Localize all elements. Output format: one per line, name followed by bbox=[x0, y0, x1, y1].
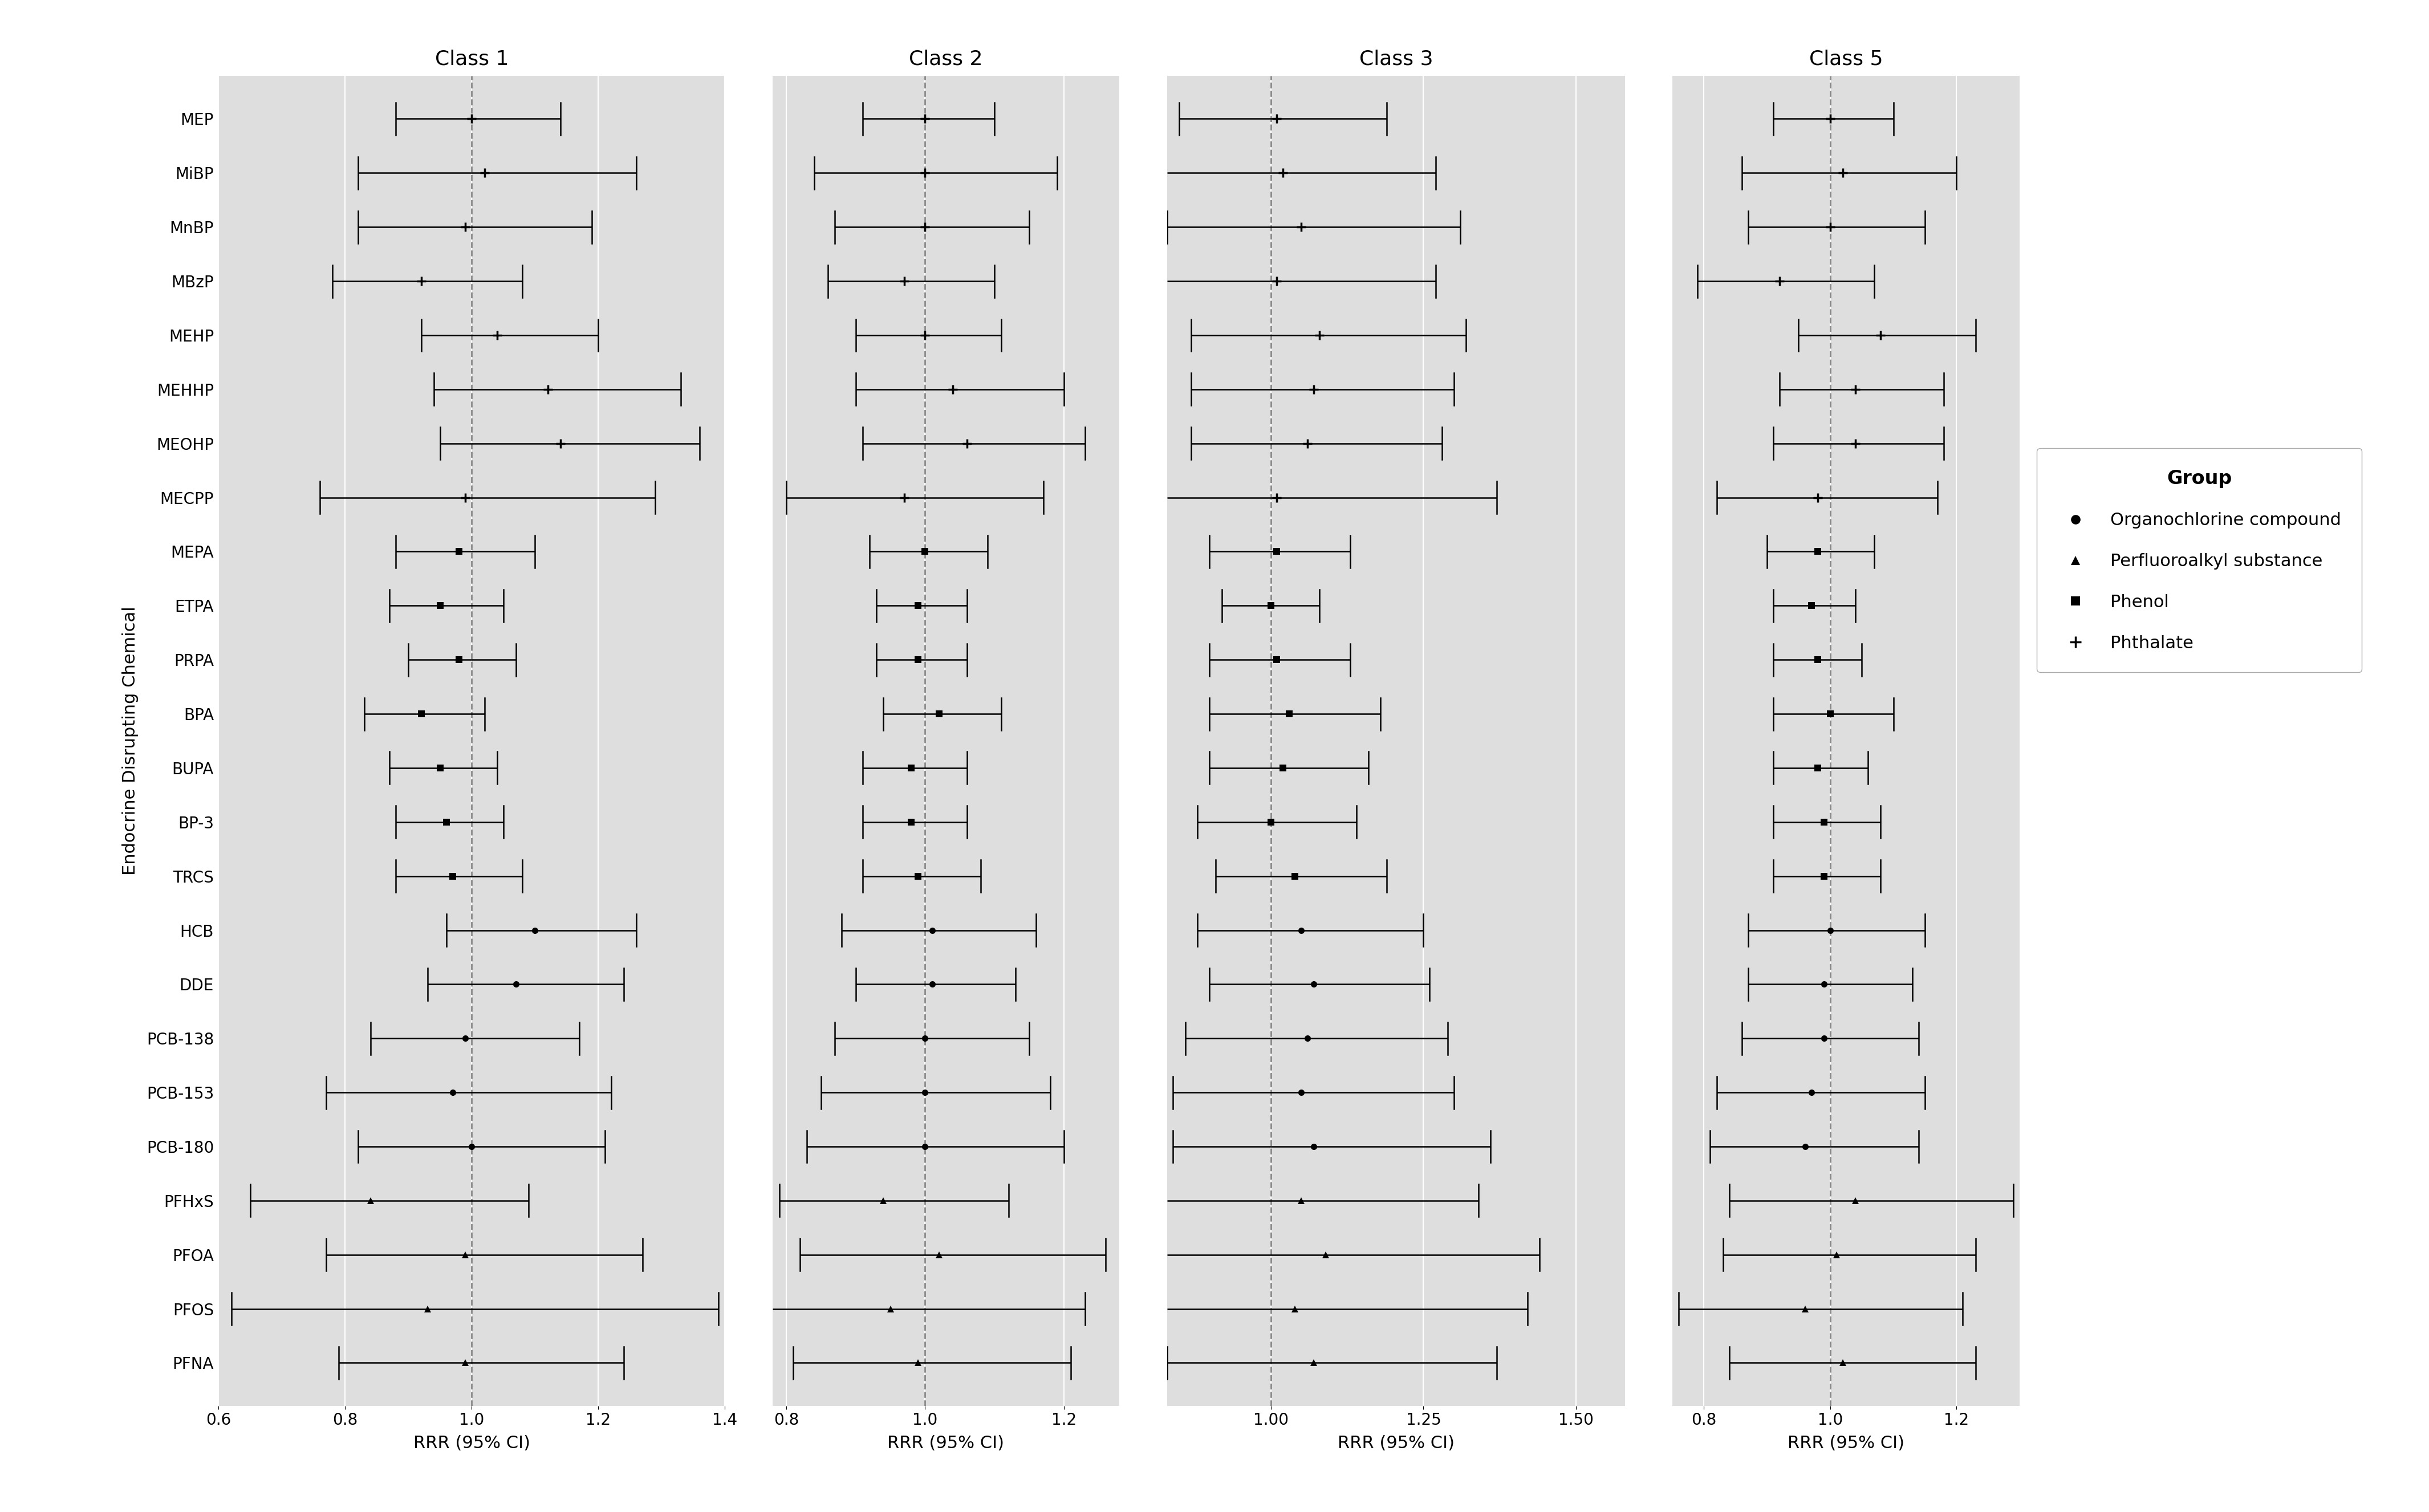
Title: Class 2: Class 2 bbox=[908, 48, 984, 68]
X-axis label: RRR (95% CI): RRR (95% CI) bbox=[887, 1435, 1003, 1452]
X-axis label: RRR (95% CI): RRR (95% CI) bbox=[1338, 1435, 1455, 1452]
X-axis label: RRR (95% CI): RRR (95% CI) bbox=[1788, 1435, 1904, 1452]
X-axis label: RRR (95% CI): RRR (95% CI) bbox=[413, 1435, 530, 1452]
Legend: Organochlorine compound, Perfluoroalkyl substance, Phenol, Phthalate: Organochlorine compound, Perfluoroalkyl … bbox=[2038, 448, 2361, 673]
Title: Class 1: Class 1 bbox=[435, 48, 508, 68]
Title: Class 3: Class 3 bbox=[1360, 48, 1433, 68]
Y-axis label: Endocrine Disrupting Chemical: Endocrine Disrupting Chemical bbox=[121, 606, 138, 875]
Title: Class 5: Class 5 bbox=[1810, 48, 1882, 68]
